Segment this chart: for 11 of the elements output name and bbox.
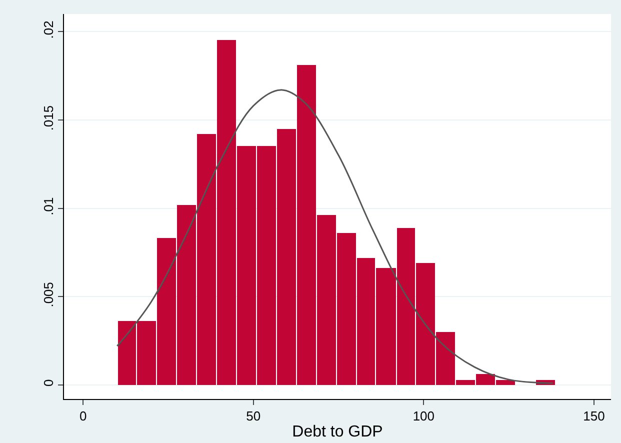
x-axis-title: Debt to GDP	[292, 423, 383, 440]
x-tick-label: 100	[412, 408, 435, 424]
line-series	[116, 89, 554, 384]
y-tick-label: 0	[40, 379, 56, 387]
y-tick-label: .01	[40, 197, 56, 216]
x-tick-label: 0	[79, 408, 87, 424]
y-tick-label: .015	[40, 105, 56, 131]
y-tick-label: .02	[40, 20, 56, 39]
x-tick-label: 50	[246, 408, 261, 424]
y-tick-label: .005	[40, 282, 56, 308]
x-tick-label: 150	[583, 408, 605, 424]
